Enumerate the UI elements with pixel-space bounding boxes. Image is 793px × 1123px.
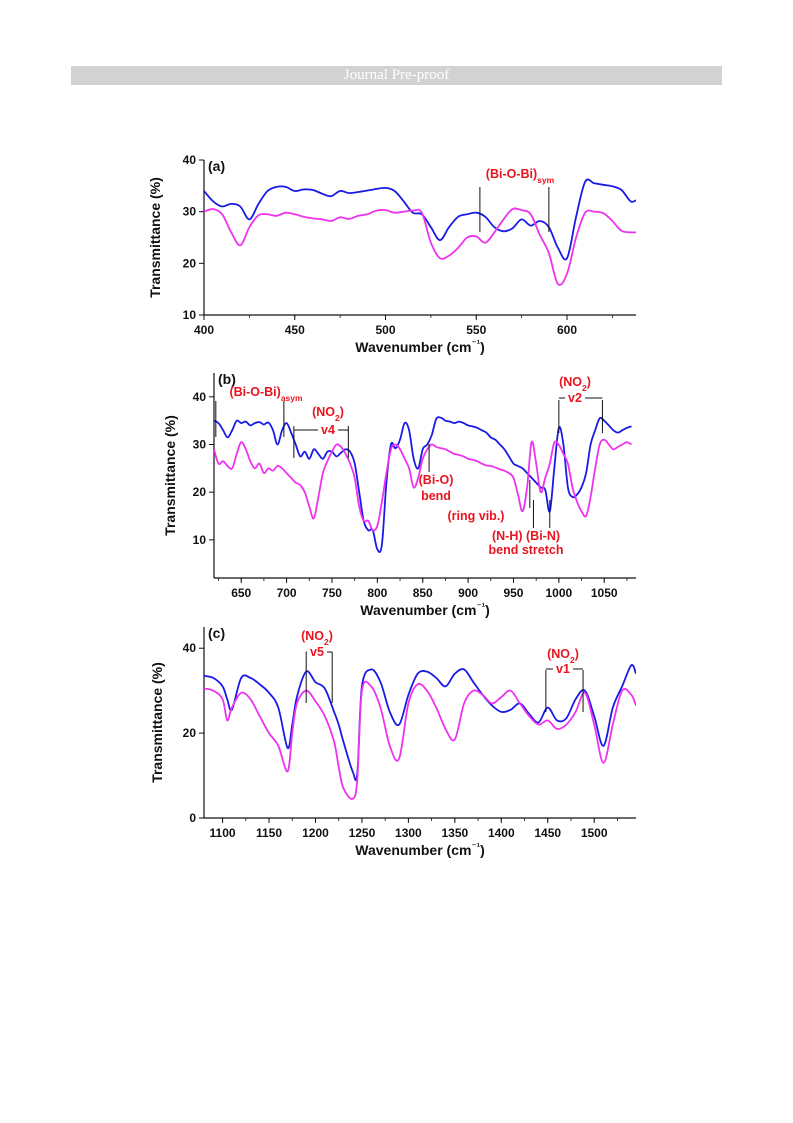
annotation-2-1: (Bi-O-Bi)asym [215,385,303,437]
y-tick-label: 30 [183,205,197,219]
series-line-magenta [204,207,636,286]
x-tick-label: 1300 [395,826,422,840]
panel-label: (a) [208,158,225,174]
annotation-label-line2: v1 [556,662,570,676]
y-tick-label: 30 [193,438,207,452]
x-tick-label: 1500 [581,826,608,840]
annotation-label-line2: bend stretch [488,543,563,557]
chart-panel-3: 1100 1150 1200 1250 1300 1350 1400 1450 1500 0 20 4… [149,625,636,858]
y-tick-label: 40 [183,153,197,167]
y-tick-label: 40 [183,641,197,655]
journal-preproof-banner: Journal Pre-proof [71,66,722,85]
annotation-2-3: (NO2)v2 [558,375,603,433]
y-tick-label: 0 [189,811,196,825]
y-tick-label: 10 [193,533,207,547]
annotation-label: (N-H) (Bi-N) [492,529,560,543]
y-axis-title: Transmittance (%) [147,177,163,298]
x-tick-label: 700 [277,586,297,600]
x-tick-label: 950 [503,586,523,600]
annotation-label: (ring vib.) [448,509,505,523]
x-tick-label: 800 [367,586,387,600]
annotation-2-5: (ring vib.) [448,480,531,523]
annotation-3-1: (NO2)v5 [301,629,333,703]
annotation-2-4: (Bi-O) bend [419,444,454,503]
x-axis-title: Wavenumber (cm⁻¹) [355,339,484,356]
y-tick-label: 20 [183,256,197,270]
x-tick-label: 1350 [441,826,468,840]
annotation-label: (NO2) [312,405,344,423]
y-axis-title: Transmittance (%) [162,415,178,536]
series-line-blue [204,178,636,261]
x-tick-label: 1100 [210,826,236,840]
annotation-2-6: (N-H) (Bi-N)bend stretch [488,500,564,557]
x-tick-label: 1150 [256,826,282,840]
annotation-label: (NO2) [547,647,579,665]
y-tick-label: 20 [193,485,207,499]
x-tick-label: 550 [466,323,486,337]
x-tick-label: 450 [285,323,305,337]
y-tick-label: 20 [183,726,197,740]
annotation-label-line2: v5 [310,645,324,659]
y-axis-title: Transmittance (%) [149,662,165,783]
panel-label: (c) [208,625,225,641]
annotation-label-line2: v2 [568,391,582,405]
annotation-label-line2: bend [421,489,451,503]
annotation-3-2: (NO2)v1 [545,647,584,712]
y-tick-label: 10 [183,308,197,322]
x-axis-title: Wavenumber (cm⁻¹) [360,602,489,619]
series-line-magenta [214,438,632,532]
x-axis-title: Wavenumber (cm⁻¹) [355,842,484,859]
series-line-blue [204,664,636,782]
series-line-magenta [204,680,636,800]
annotation-2-2: (NO2)v4 [293,405,349,458]
x-tick-label: 1450 [534,826,561,840]
annotation-label-line2: v4 [321,423,335,437]
x-tick-label: 1250 [349,826,376,840]
chart-panel-1: 400 450 500 550 600 10 20 30 40 Wavenumber (cm⁻¹)… [147,153,636,355]
chart-panel-2: 650 700 750 800 850 900 950 1000 1050 10 20 30 40 Wav… [162,371,636,618]
x-tick-label: 650 [231,586,251,600]
annotation-label: (Bi-O) [419,473,454,487]
x-tick-label: 1400 [488,826,515,840]
annotation-label: (Bi-O-Bi)asym [229,385,303,403]
annotation-label: (NO2) [559,375,591,393]
x-tick-label: 850 [413,586,433,600]
x-tick-label: 1000 [546,586,573,600]
y-tick-label: 40 [193,390,207,404]
annotation-1-1: (Bi-O-Bi)sym [479,167,555,232]
annotation-label: (NO2) [301,629,333,647]
x-tick-label: 900 [458,586,478,600]
x-tick-label: 600 [557,323,577,337]
x-tick-label: 500 [375,323,395,337]
x-tick-label: 750 [322,586,342,600]
annotation-label: (Bi-O-Bi)sym [486,167,555,185]
x-tick-label: 1200 [302,826,329,840]
x-tick-label: 1050 [591,586,618,600]
x-tick-label: 400 [194,323,214,337]
panel-label: (b) [218,371,236,387]
